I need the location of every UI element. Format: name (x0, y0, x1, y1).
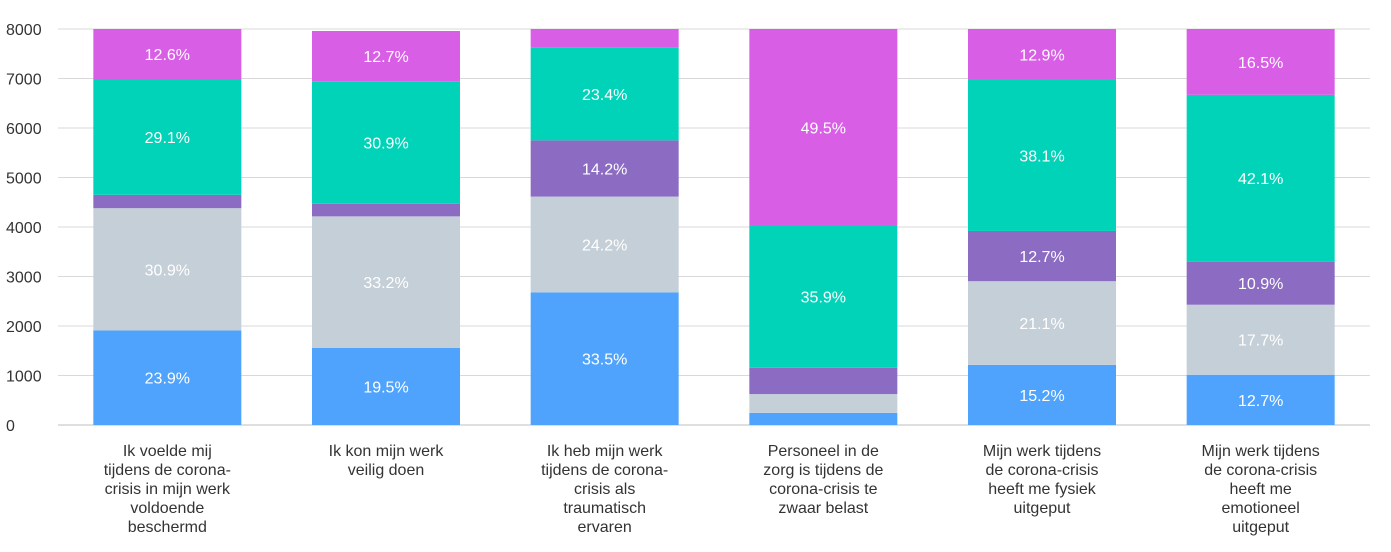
data-label: 19.5% (363, 379, 408, 396)
bar-segment (530, 292, 679, 425)
data-label: 49.5% (801, 120, 846, 137)
y-tick-label: 4000 (6, 220, 42, 237)
data-label: 12.6% (145, 47, 190, 64)
gridlines (58, 28, 1370, 426)
bar-segment (530, 29, 679, 48)
bar-segment (312, 216, 460, 348)
data-label: 30.9% (145, 262, 190, 279)
data-label: 21.1% (1019, 316, 1064, 333)
bar-segment (749, 412, 898, 425)
bar-segment (530, 47, 679, 141)
data-label: 35.9% (801, 290, 846, 307)
bar-segment (749, 367, 898, 395)
data-label: 38.1% (1019, 148, 1064, 165)
data-label: 12.9% (1019, 47, 1064, 64)
bar-segment (93, 29, 242, 80)
data-label: 33.2% (363, 275, 408, 292)
bar-segment (968, 281, 1116, 365)
bar-segment (1186, 374, 1335, 425)
data-label: 15.2% (1019, 388, 1064, 405)
bar-segment (93, 208, 242, 331)
bar-segment (1186, 304, 1335, 375)
x-axis: Ik voelde mij tijdens de corona-crisis in… (104, 443, 1320, 536)
y-tick-label: 0 (6, 418, 15, 435)
bar-segment (968, 79, 1116, 231)
data-labels: 23.9% 30.9% 29.1% 12.6% 19.5% 33.2% 30.9% 12.7%… (145, 47, 1284, 410)
y-tick-label: 7000 (6, 72, 42, 89)
category-label: Ik heb mijn werk tijdens de corona-crisis… (541, 443, 668, 536)
data-label: 33.5% (582, 352, 627, 369)
bar-segment (93, 194, 242, 209)
data-label: 16.5% (1238, 55, 1283, 72)
data-label: 29.1% (145, 130, 190, 147)
y-tick-label: 2000 (6, 319, 42, 336)
bar-segment (312, 30, 460, 82)
y-tick-label: 5000 (6, 171, 42, 188)
data-label: 12.7% (1238, 393, 1283, 410)
category-label: Mijn werk tijdens de corona-crisis heeft m… (1202, 443, 1320, 536)
data-label: 42.1% (1238, 171, 1283, 188)
category-label: Ik kon mijn werk veilig doen (329, 443, 445, 479)
bar-segment (1186, 261, 1335, 305)
bar-segment (312, 347, 460, 425)
bar-segment (93, 330, 242, 425)
bar-segment (93, 79, 242, 195)
y-tick-label: 3000 (6, 270, 42, 287)
data-label: 24.2% (582, 237, 627, 254)
data-label: 23.9% (145, 371, 190, 388)
data-label: 14.2% (582, 161, 627, 178)
bar-segment (530, 140, 679, 197)
y-tick-label: 6000 (6, 121, 42, 138)
y-tick-label: 8000 (6, 22, 42, 39)
bar-segment (749, 225, 898, 368)
bar-segment (749, 29, 898, 226)
bar-segment (968, 29, 1116, 80)
bar-segment (312, 81, 460, 204)
data-label: 30.9% (363, 135, 408, 152)
category-label: Personeel in de zorg is tijdens de corona-… (763, 443, 883, 517)
y-axis: 0 1000 2000 3000 4000 5000 6000 7000 8000 (6, 22, 42, 435)
data-label: 12.7% (363, 49, 408, 66)
bar-segment (1186, 94, 1335, 262)
bar-segment (530, 196, 679, 293)
bar-segment (968, 364, 1116, 425)
bar-segment (749, 394, 898, 413)
bar-segment (312, 203, 460, 217)
y-tick-label: 1000 (6, 369, 42, 386)
data-label: 17.7% (1238, 333, 1283, 350)
bar-segment (1186, 29, 1335, 95)
bar-segment (968, 230, 1116, 282)
bars (93, 29, 1335, 425)
category-label: Mijn werk tijdens de corona-crisis heeft m… (983, 443, 1101, 517)
data-label: 10.9% (1238, 276, 1283, 293)
data-label: 23.4% (582, 87, 627, 104)
data-label: 12.7% (1019, 249, 1064, 266)
category-label: Ik voelde mij tijdens de corona-crisis in… (104, 443, 231, 536)
